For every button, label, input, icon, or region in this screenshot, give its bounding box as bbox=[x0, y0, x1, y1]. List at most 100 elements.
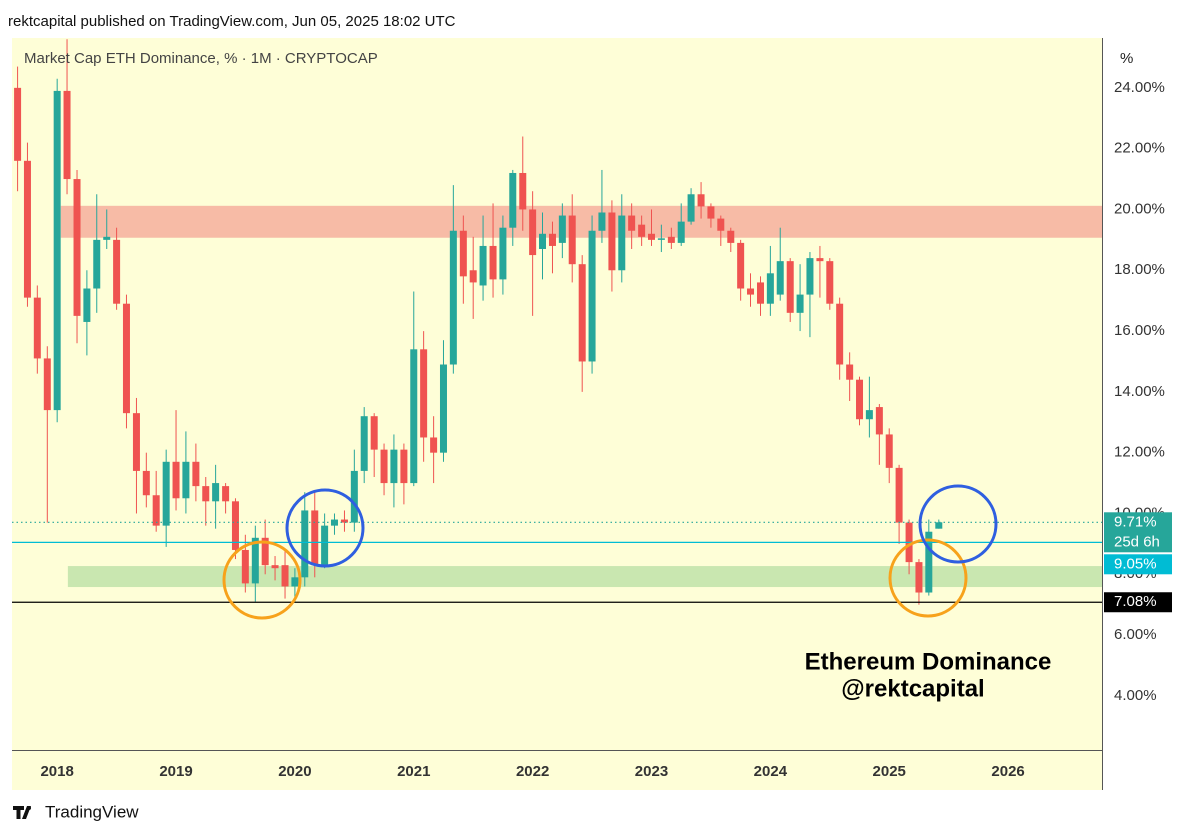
y-tick-label: 14.00% bbox=[1114, 383, 1165, 400]
candle-body bbox=[23, 160, 31, 298]
x-tick-label: 2023 bbox=[635, 763, 668, 780]
y-axis-unit: % bbox=[1120, 50, 1133, 67]
candle-body bbox=[836, 303, 844, 365]
candle-body bbox=[628, 215, 636, 231]
candle-body bbox=[132, 413, 140, 471]
candle-body bbox=[449, 230, 457, 365]
candle-body bbox=[598, 212, 606, 231]
candle-body bbox=[350, 470, 358, 523]
candle-body bbox=[647, 233, 655, 240]
candle-body bbox=[152, 495, 160, 526]
y-axis-area bbox=[1103, 38, 1200, 790]
y-tick-label: 24.00% bbox=[1114, 79, 1165, 96]
candle-body bbox=[568, 215, 576, 265]
candle-body bbox=[756, 282, 764, 304]
candle-body bbox=[538, 233, 546, 249]
candle-body bbox=[281, 565, 289, 587]
candle-body bbox=[826, 261, 834, 304]
candle-body bbox=[856, 379, 864, 420]
logo-icon bbox=[13, 806, 31, 819]
y-tick-label: 22.00% bbox=[1114, 140, 1165, 157]
candle-body bbox=[192, 461, 200, 487]
candle-body bbox=[469, 270, 477, 283]
candle-body bbox=[657, 238, 665, 240]
candle-body bbox=[737, 242, 745, 289]
candle-body bbox=[291, 577, 299, 587]
y-tick-label: 12.00% bbox=[1114, 444, 1165, 461]
candle-body bbox=[113, 239, 121, 304]
candle-body bbox=[687, 194, 695, 222]
candle-body bbox=[311, 510, 319, 566]
candle-body bbox=[380, 449, 388, 484]
candle-body bbox=[93, 239, 101, 289]
candle-body bbox=[489, 245, 497, 280]
candle-body bbox=[578, 264, 586, 362]
price-label: 9.71% bbox=[1114, 513, 1157, 530]
x-tick-label: 2026 bbox=[991, 763, 1024, 780]
candle-body bbox=[717, 218, 725, 231]
candle-body bbox=[727, 230, 735, 243]
candle-body bbox=[608, 212, 616, 271]
x-tick-label: 2025 bbox=[873, 763, 906, 780]
candle-body bbox=[588, 230, 596, 362]
candle-body bbox=[499, 227, 507, 280]
candle-body bbox=[509, 172, 517, 228]
y-tick-label: 16.00% bbox=[1114, 322, 1165, 339]
candle-body bbox=[707, 206, 715, 219]
y-tick-label: 4.00% bbox=[1114, 687, 1157, 704]
highlight-circle bbox=[888, 538, 968, 618]
y-tick-label: 18.00% bbox=[1114, 261, 1165, 278]
candle-body bbox=[935, 522, 943, 529]
candle-body bbox=[796, 294, 804, 313]
candle-body bbox=[420, 349, 428, 438]
candle-body bbox=[340, 519, 348, 523]
candle-body bbox=[410, 349, 418, 484]
candle-body bbox=[261, 537, 269, 566]
candle-body bbox=[816, 258, 824, 262]
price-label: 7.08% bbox=[1114, 593, 1157, 610]
candle-body bbox=[548, 233, 556, 246]
candle-body bbox=[618, 215, 626, 271]
candle-body bbox=[122, 303, 130, 414]
candle-body bbox=[162, 461, 170, 526]
candle-body bbox=[182, 461, 190, 499]
annotation: Ethereum Dominance bbox=[805, 648, 1052, 675]
candle-body bbox=[806, 258, 814, 295]
x-axis-area bbox=[12, 751, 1102, 790]
candle-body bbox=[786, 261, 794, 313]
candle-body bbox=[430, 437, 438, 453]
candle-body bbox=[83, 288, 91, 322]
zone bbox=[67, 566, 1103, 588]
highlight-circle bbox=[285, 488, 365, 568]
candle-body bbox=[875, 407, 883, 435]
candle-body bbox=[519, 172, 527, 210]
x-tick-label: 2020 bbox=[278, 763, 311, 780]
candle-body bbox=[321, 525, 329, 566]
candle-body bbox=[747, 288, 755, 295]
candle-body bbox=[33, 297, 41, 359]
price-label-box bbox=[1104, 554, 1172, 575]
candle-body bbox=[677, 221, 685, 243]
candle-body bbox=[222, 486, 230, 502]
y-tick-label: 6.00% bbox=[1114, 626, 1157, 643]
zone bbox=[60, 205, 1103, 238]
brand-name: TradingView bbox=[45, 802, 139, 821]
candle-body bbox=[360, 416, 368, 471]
candle-body bbox=[885, 434, 893, 468]
candle-body bbox=[142, 470, 150, 496]
candle-body bbox=[479, 245, 487, 286]
candle-body bbox=[370, 416, 378, 450]
candle-body bbox=[43, 358, 51, 411]
brand-logo bbox=[13, 806, 31, 819]
price-label-box bbox=[1104, 592, 1172, 613]
candle-body bbox=[529, 209, 537, 256]
candle-body bbox=[251, 537, 259, 584]
candle-body bbox=[459, 230, 467, 277]
price-label: 9.05% bbox=[1114, 555, 1157, 572]
candle-body bbox=[558, 215, 566, 243]
candle-body bbox=[271, 565, 279, 569]
publish-header: rektcapital published on TradingView.com… bbox=[8, 13, 456, 30]
candle-body bbox=[697, 194, 705, 207]
plot-background bbox=[12, 38, 1102, 750]
highlight-circle bbox=[918, 484, 998, 564]
